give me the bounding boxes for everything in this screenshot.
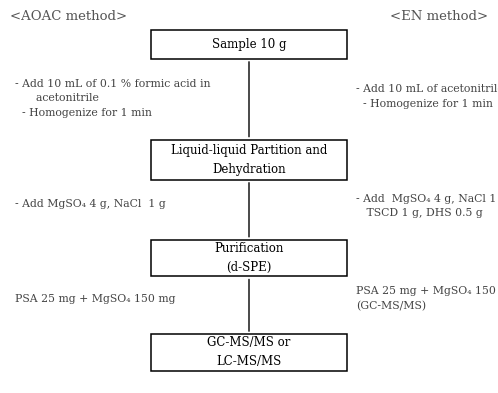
Text: PSA 25 mg + MgSO₄ 150 mg: PSA 25 mg + MgSO₄ 150 mg xyxy=(15,294,175,303)
Text: GC-MS/MS or
LC-MS/MS: GC-MS/MS or LC-MS/MS xyxy=(207,336,291,369)
Bar xyxy=(151,334,347,371)
Bar xyxy=(151,140,347,180)
Text: Sample 10 g: Sample 10 g xyxy=(212,38,286,51)
Text: - Add MgSO₄ 4 g, NaCl  1 g: - Add MgSO₄ 4 g, NaCl 1 g xyxy=(15,199,165,209)
Text: Liquid-liquid Partition and
Dehydration: Liquid-liquid Partition and Dehydration xyxy=(171,144,327,176)
Text: - Add 10 mL of acetonitrile
  - Homogenize for 1 min: - Add 10 mL of acetonitrile - Homogenize… xyxy=(357,84,498,108)
Text: - Add 10 mL of 0.1 % formic acid in
      acetonitrile
  - Homogenize for 1 min: - Add 10 mL of 0.1 % formic acid in acet… xyxy=(15,79,210,118)
Bar xyxy=(151,30,347,59)
Text: <AOAC method>: <AOAC method> xyxy=(10,10,127,23)
Bar xyxy=(151,240,347,276)
Text: <EN method>: <EN method> xyxy=(390,10,488,23)
Text: - Add  MgSO₄ 4 g, NaCl 1 g,
   TSCD 1 g, DHS 0.5 g: - Add MgSO₄ 4 g, NaCl 1 g, TSCD 1 g, DHS… xyxy=(357,194,498,219)
Text: Purification
(d-SPE): Purification (d-SPE) xyxy=(214,242,284,274)
Text: PSA 25 mg + MgSO₄ 150 mg
(GC-MS/MS): PSA 25 mg + MgSO₄ 150 mg (GC-MS/MS) xyxy=(357,286,498,311)
